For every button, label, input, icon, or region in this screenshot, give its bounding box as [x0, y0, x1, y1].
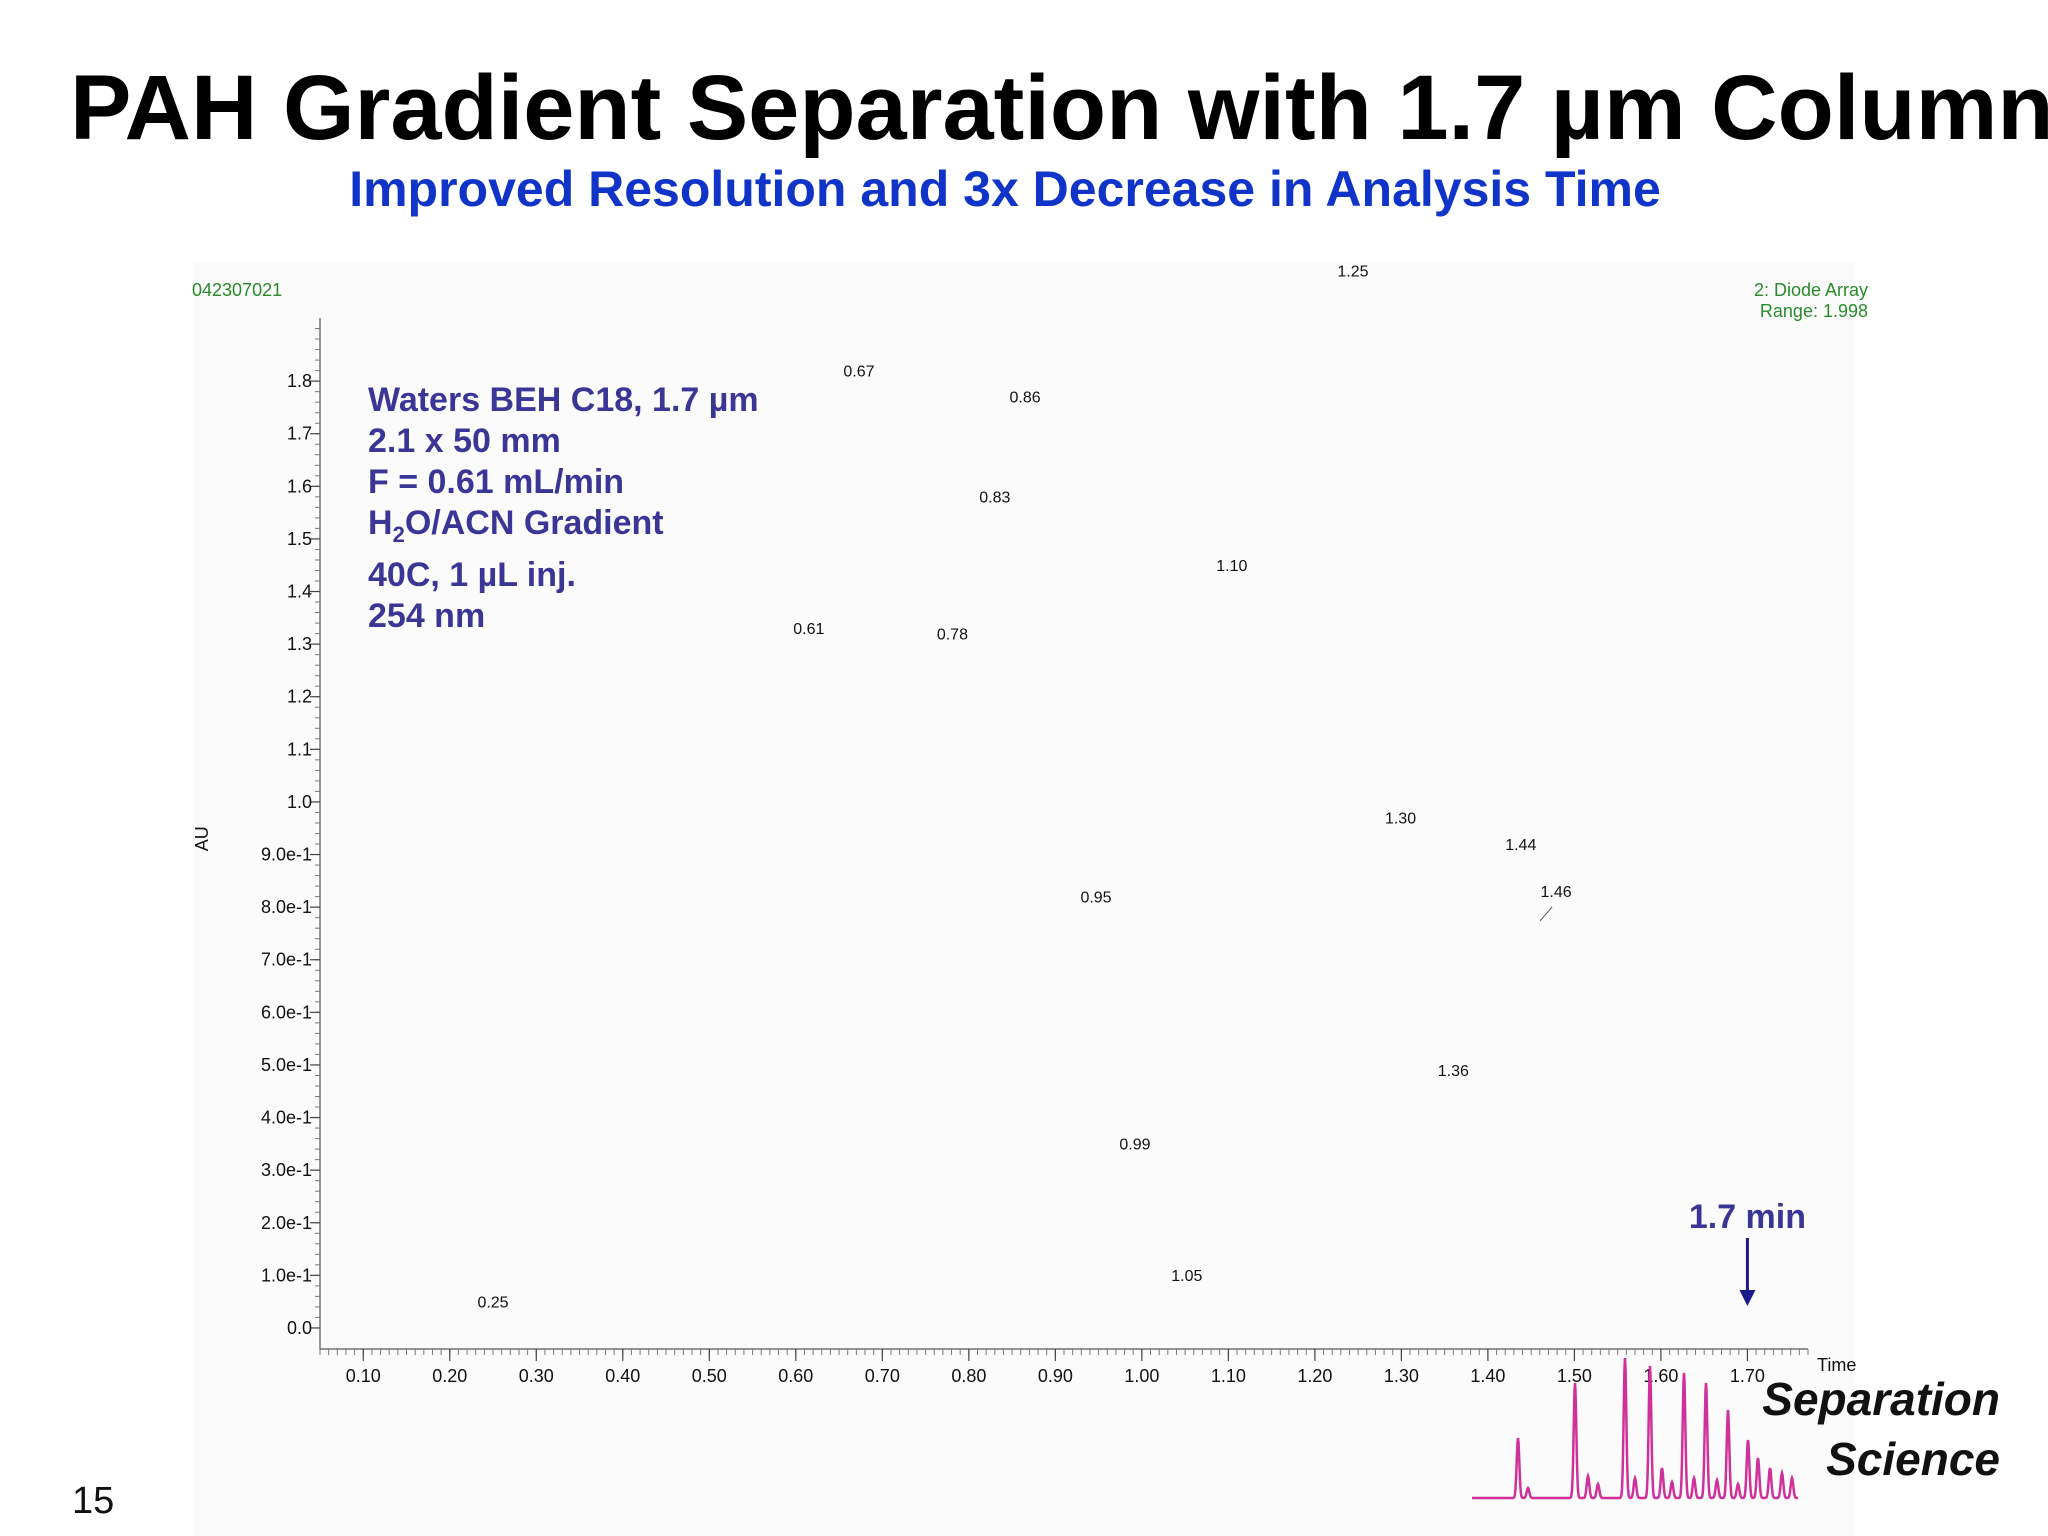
- x-tick-label: 0.70: [865, 1366, 900, 1386]
- x-tick-label: 0.80: [951, 1366, 986, 1386]
- y-tick-label: 9.0e-1: [261, 845, 312, 865]
- y-tick-label: 1.8: [287, 371, 312, 391]
- detector-range: Range: 1.998: [1759, 301, 1868, 321]
- peak-label: 1.46: [1541, 884, 1572, 901]
- peak-label: 1.25: [1337, 263, 1368, 280]
- x-tick-label: 1.40: [1470, 1366, 1505, 1386]
- y-tick-label: 4.0e-1: [261, 1108, 312, 1128]
- x-tick-label: 0.10: [346, 1366, 381, 1386]
- annotation-1-7-min: 1.7 min: [1689, 1198, 1806, 1236]
- x-tick-label: 1.70: [1730, 1366, 1765, 1386]
- x-axis-title: Time: [1817, 1355, 1856, 1375]
- x-tick-label: 0.50: [692, 1366, 727, 1386]
- peak-label: 1.30: [1385, 811, 1416, 828]
- peak-label: 1.10: [1216, 558, 1247, 575]
- slide-number: 15: [72, 1480, 115, 1522]
- x-tick-label: 1.50: [1557, 1366, 1592, 1386]
- peak-label: 0.83: [979, 490, 1010, 507]
- y-tick-label: 5.0e-1: [261, 1055, 312, 1075]
- x-tick-label: 1.30: [1384, 1366, 1419, 1386]
- y-tick-label: 6.0e-1: [261, 1002, 312, 1022]
- peak-label: 0.99: [1119, 1137, 1150, 1154]
- y-tick-label: 1.6: [287, 476, 312, 496]
- peak-label: 1.05: [1171, 1268, 1202, 1285]
- y-tick-label: 3.0e-1: [261, 1160, 312, 1180]
- x-tick-label: 1.20: [1297, 1366, 1332, 1386]
- y-tick-label: 1.4: [287, 582, 312, 602]
- x-tick-label: 1.60: [1643, 1366, 1678, 1386]
- peak-label: 0.67: [843, 363, 874, 380]
- peak-label: 0.61: [793, 621, 824, 638]
- x-tick-label: 0.60: [778, 1366, 813, 1386]
- peak-label: 0.25: [477, 1294, 508, 1311]
- logo-text-line2: Science: [1826, 1433, 2000, 1485]
- condition-gradient: H2O/ACN Gradient: [368, 504, 664, 547]
- peak-leader-line: [1539, 906, 1553, 922]
- x-tick-label: 1.10: [1211, 1366, 1246, 1386]
- peak-label: 0.86: [1009, 390, 1040, 407]
- x-tick-label: 1.00: [1124, 1366, 1159, 1386]
- y-tick-label: 1.2: [287, 687, 312, 707]
- detector-name: 2: Diode Array: [1753, 280, 1868, 300]
- annotation-arrow-head: [1739, 1290, 1756, 1306]
- logo-chromatogram-icon: [1472, 1357, 1798, 1500]
- sample-id: 042307021: [192, 280, 283, 300]
- y-tick-label: 1.5: [287, 529, 312, 549]
- y-tick-label: 1.0e-1: [261, 1265, 312, 1285]
- y-tick-label: 2.0e-1: [261, 1213, 312, 1233]
- condition-temp: 40C, 1 µL inj.: [368, 555, 576, 594]
- x-tick-label: 0.30: [519, 1366, 554, 1386]
- slide-title: PAH Gradient Separation with 1.7 µm Colu…: [70, 57, 2048, 159]
- condition-flow: F = 0.61 mL/min: [368, 463, 625, 501]
- y-tick-label: 0.0: [287, 1318, 312, 1338]
- y-tick-label: 1.0: [287, 792, 312, 812]
- chart-panel: [193, 262, 1855, 1536]
- peak-label: 1.44: [1505, 837, 1536, 854]
- peak-label: 0.95: [1080, 889, 1111, 906]
- y-tick-label: 1.3: [287, 634, 312, 654]
- y-tick-label: 1.7: [287, 424, 312, 444]
- peak-label: 0.78: [937, 626, 968, 643]
- condition-dimensions: 2.1 x 50 mm: [368, 422, 561, 460]
- condition-column: Waters BEH C18, 1.7 µm: [368, 381, 759, 419]
- condition-wavelength: 254 nm: [368, 596, 486, 635]
- y-tick-label: 7.0e-1: [261, 950, 312, 970]
- x-tick-label: 0.40: [605, 1366, 640, 1386]
- peak-label: 1.36: [1438, 1063, 1469, 1080]
- y-tick-label: 1.1: [287, 739, 312, 759]
- y-tick-label: 8.0e-1: [261, 897, 312, 917]
- method-conditions: Waters BEH C18, 1.7 µm 2.1 x 50 mm F = 0…: [368, 380, 759, 637]
- x-tick-label: 0.90: [1038, 1366, 1073, 1386]
- detector-info: 2: Diode Array Range: 1.998: [1754, 280, 1868, 322]
- x-tick-label: 0.20: [432, 1366, 467, 1386]
- logo-text-line1: Separation: [1762, 1373, 2000, 1425]
- slide-subtitle: Improved Resolution and 3x Decrease in A…: [349, 161, 1661, 217]
- y-axis-title: AU: [192, 826, 212, 851]
